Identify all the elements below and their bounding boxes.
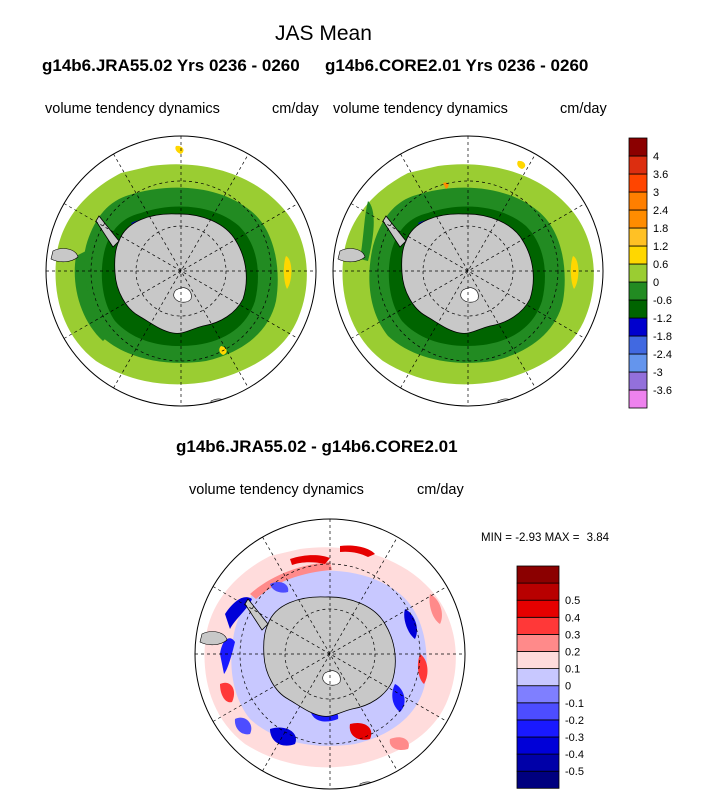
colorbar-top-color-box-6	[628, 281, 648, 301]
max-value: 3.84	[586, 532, 610, 544]
colorbar-diff-color-box-6	[516, 668, 560, 687]
colorbar-diff-color-box-4	[516, 702, 560, 721]
colorbar-top-color-box-11	[628, 191, 648, 211]
colorbar-top-color-box-14	[628, 137, 648, 157]
colorbar-top-color-box-13	[628, 155, 648, 175]
colorbar-diff-color-box-5	[516, 685, 560, 704]
left-polar-map	[45, 135, 317, 407]
colorbar-top-tick-label-6: 0	[653, 277, 659, 289]
run-label-left: g14b6.JRA55.02 Yrs 0236 - 0260	[42, 56, 300, 75]
colorbar-top-color-box-2	[628, 353, 648, 373]
colorbar-diff-color-box-10	[516, 599, 560, 618]
colorbar-diff: -0.5 -0.4 -0.3 -0.2 -0.1 0 0.1 0.2 0.3 0.4 0.5	[516, 565, 584, 789]
colorbar-top-color-box-3	[628, 335, 648, 355]
colorbar-top-color-box-7	[628, 263, 648, 283]
antarctica	[401, 213, 534, 334]
colorbar-top-tick-label-0: -3.6	[653, 385, 672, 397]
figure-title: JAS Mean	[275, 22, 372, 45]
right-units-label: cm/day	[560, 101, 607, 117]
colorbar-diff-color-box-7	[516, 651, 560, 670]
colorbar-diff-tick-label-2: -0.3	[565, 732, 584, 744]
colorbar-diff-tick-label-4: -0.1	[565, 698, 584, 710]
left-units-label: cm/day	[272, 101, 319, 117]
colorbar-top-tick-label-3: -1.8	[653, 331, 672, 343]
colorbar-top-tick-label-11: 3	[653, 187, 659, 199]
colorbar-top-tick-label-4: -1.2	[653, 313, 672, 325]
colorbar-top-color-box-5	[628, 299, 648, 319]
right-polar-map	[332, 135, 604, 407]
antarctica	[114, 213, 247, 334]
diff-stats: MIN = -2.93 MAX = 3.84	[481, 532, 609, 544]
max-label: MAX =	[544, 532, 580, 544]
colorbar-top-tick-label-12: 3.6	[653, 169, 668, 181]
colorbar-diff-tick-label-1: -0.4	[565, 749, 584, 761]
diff-polar-map	[194, 518, 466, 790]
right-variable-label: volume tendency dynamics	[333, 101, 508, 117]
colorbar-top-color-box-0	[628, 389, 648, 409]
diff-title: g14b6.JRA55.02 - g14b6.CORE2.01	[176, 437, 458, 456]
colorbar-top-tick-label-8: 1.2	[653, 241, 668, 253]
colorbar-top: -3.6 -3 -2.4 -1.8 -1.2 -0.6 0 0.6 1.2 1.8 2.4 3 3.6 4	[628, 137, 672, 409]
colorbar-top-tick-label-1: -3	[653, 367, 663, 379]
min-value: -2.93	[515, 532, 542, 544]
colorbar-top-color-box-12	[628, 173, 648, 193]
colorbar-diff-color-box-0	[516, 770, 560, 789]
colorbar-diff-tick-label-6: 0.1	[565, 664, 580, 676]
colorbar-diff-tick-label-3: -0.2	[565, 715, 584, 727]
colorbar-top-tick-label-10: 2.4	[653, 205, 668, 217]
colorbar-diff-tick-label-9: 0.4	[565, 612, 580, 624]
colorbar-diff-tick-label-5: 0	[565, 681, 571, 693]
colorbar-diff-tick-label-0: -0.5	[565, 766, 584, 778]
colorbar-diff-color-box-2	[516, 736, 560, 755]
colorbar-diff-tick-label-8: 0.3	[565, 629, 580, 641]
colorbar-top-color-box-10	[628, 209, 648, 229]
colorbar-diff-color-box-3	[516, 719, 560, 738]
min-label: MIN =	[481, 532, 512, 544]
left-variable-label: volume tendency dynamics	[45, 101, 220, 117]
colorbar-diff-color-box-12	[516, 565, 560, 584]
colorbar-diff-color-box-9	[516, 616, 560, 635]
colorbar-top-tick-label-9: 1.8	[653, 223, 668, 235]
colorbar-top-tick-label-7: 0.6	[653, 259, 668, 271]
run-label-right: g14b6.CORE2.01 Yrs 0236 - 0260	[325, 56, 589, 75]
colorbar-diff-color-box-11	[516, 582, 560, 601]
colorbar-diff-color-box-8	[516, 634, 560, 652]
colorbar-top-tick-label-2: -2.4	[653, 349, 672, 361]
diff-variable-label: volume tendency dynamics	[189, 482, 364, 498]
colorbar-top-tick-label-5: -0.6	[653, 295, 672, 307]
colorbar-top-color-box-9	[628, 227, 648, 247]
diff-units-label: cm/day	[417, 482, 464, 498]
antarctica	[263, 596, 396, 717]
colorbar-diff-tick-label-10: 0.5	[565, 595, 580, 607]
colorbar-top-tick-label-13: 4	[653, 151, 659, 163]
colorbar-top-color-box-1	[628, 371, 648, 391]
colorbar-diff-color-box-1	[516, 753, 560, 772]
colorbar-diff-tick-label-7: 0.2	[565, 647, 580, 659]
colorbar-top-color-box-8	[628, 245, 648, 265]
colorbar-top-color-box-4	[628, 317, 648, 337]
